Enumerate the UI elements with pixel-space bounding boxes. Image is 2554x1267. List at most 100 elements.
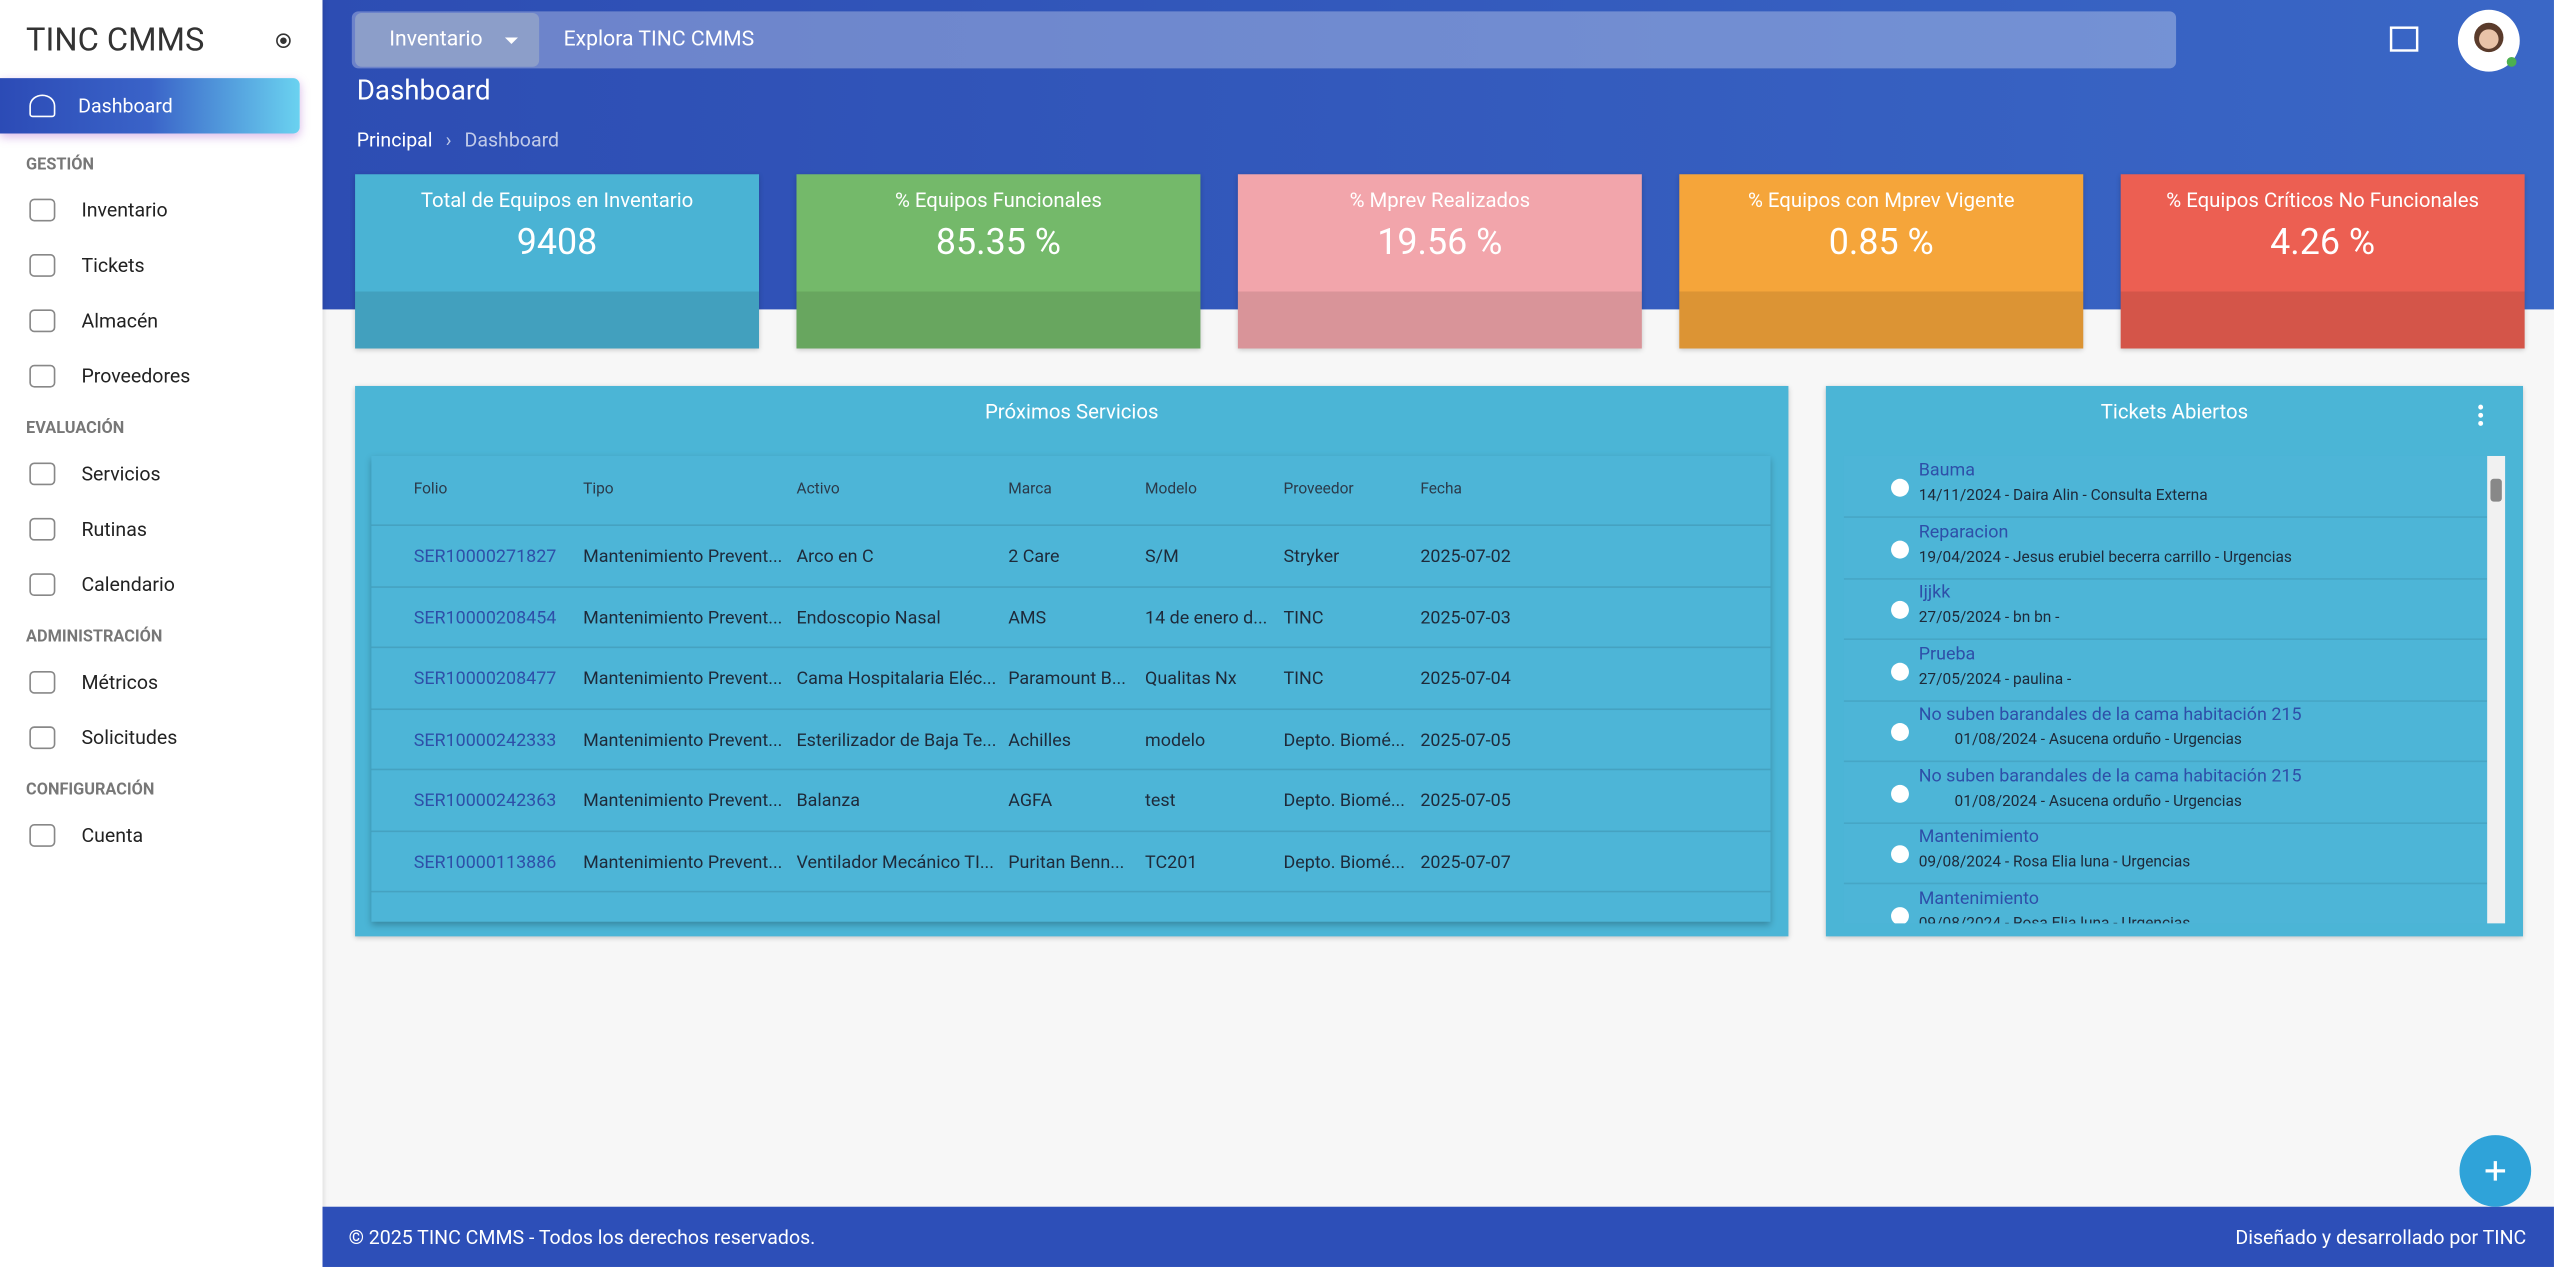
stat-card: % Equipos Funcionales 85.35 % <box>796 174 1201 349</box>
ticket-item[interactable]: Ijjkk 27/05/2024 - bn bn - <box>1843 578 2488 641</box>
scrollbar[interactable] <box>2487 455 2506 924</box>
row-divider <box>371 890 1771 893</box>
section-title: EVALUACIÓN <box>26 420 125 439</box>
folio-link[interactable]: SER10000208477 <box>413 667 557 689</box>
ticket-meta: 27/05/2024 - bn bn - <box>1918 609 2060 627</box>
cell: Stryker <box>1283 545 1340 567</box>
nav-item-active[interactable]: Dashboard <box>0 78 300 134</box>
icon <box>29 824 56 847</box>
cell: Balanza <box>796 789 861 811</box>
nav-item[interactable]: Inventario <box>0 186 323 235</box>
stat-label: % Equipos Funcionales <box>894 188 1102 214</box>
ticket-title: Mantenimiento <box>1918 886 2040 908</box>
stat-value: 85.35 % <box>935 223 1062 264</box>
avatar[interactable] <box>2456 8 2521 73</box>
row-divider <box>371 524 1771 527</box>
nav-label: Almacén <box>81 309 159 333</box>
breadcrumb-item[interactable]: Principal <box>356 128 433 152</box>
folio-link[interactable]: SER10000242363 <box>413 789 557 811</box>
row-divider <box>371 646 1771 649</box>
section-title: GESTIÓN <box>26 156 94 175</box>
add-button[interactable] <box>2456 1133 2534 1211</box>
folio-link[interactable]: SER10000208454 <box>413 606 557 628</box>
services-panel: Próximos Servicios Folio Tipo Activo Marca M… <box>355 385 1789 937</box>
row-divider <box>371 585 1771 588</box>
ticket-item[interactable]: Mantenimiento 09/08/2024 - Rosa Elia luna… <box>1844 883 2487 924</box>
ticket-title: Prueba <box>1918 642 1976 664</box>
ticket-item[interactable]: Reparacion 19/04/2024 - Jesus erubiel bec… <box>1843 517 2488 579</box>
ticket-status <box>1891 784 1909 803</box>
cell: Achilles <box>1008 728 1071 750</box>
ticket-status <box>1891 539 1909 558</box>
nav-item[interactable]: Almacén <box>0 296 323 345</box>
pin-toggle[interactable] <box>275 33 291 49</box>
nav-item[interactable]: Cuenta <box>0 811 323 860</box>
cell: 2025-07-07 <box>1420 850 1511 873</box>
stat-card: % Equipos Críticos No Funcionales 4.26 % <box>2120 174 2525 349</box>
cell: 2 Care <box>1008 545 1060 567</box>
cell: Mantenimiento Prevent... <box>583 789 783 811</box>
cell: Mantenimiento Prevent... <box>583 606 783 628</box>
search-dropdown[interactable]: Inventario <box>355 13 540 67</box>
scroll-thumb[interactable] <box>2490 478 2502 502</box>
column-header: Modelo <box>1145 480 1197 499</box>
ticket-title: Ijjkk <box>1918 581 1951 603</box>
nav-label: Dashboard <box>78 94 173 118</box>
nav-item[interactable]: Métricos <box>0 658 323 707</box>
cell: 2025-07-04 <box>1420 667 1511 689</box>
column-header: Folio <box>413 480 448 499</box>
ticket-item[interactable]: No suben barandales de la cama habitació… <box>1843 761 2488 824</box>
cell: Depto. Biomé... <box>1283 789 1406 811</box>
cell: Puritan Benn... <box>1008 850 1125 873</box>
nav-label: Servicios <box>81 462 161 486</box>
cell: 14 de enero d... <box>1145 606 1268 628</box>
ticket-meta: 01/08/2024 - Asucena orduño - Urgencias <box>1954 731 2242 750</box>
folio-link[interactable]: SER10000271827 <box>413 545 557 567</box>
fullscreen-button[interactable] <box>2389 26 2419 52</box>
ticket-status <box>1891 906 1909 924</box>
nav-item[interactable]: Servicios <box>0 449 323 498</box>
icon <box>29 517 56 541</box>
nav-label: Inventario <box>81 198 168 222</box>
footer-right: Diseñado y desarrollado por TINC <box>2235 1226 2527 1250</box>
ticket-item[interactable]: No suben barandales de la cama habitació… <box>1843 700 2488 763</box>
stat-label: % Equipos Críticos No Funcionales <box>2166 188 2480 214</box>
nav-item[interactable]: Rutinas <box>0 505 323 554</box>
footer-left: © 2025 TINC CMMS - Todos los derechos re… <box>348 1226 816 1250</box>
nav-item[interactable]: Solicitudes <box>0 713 323 762</box>
column-header: Tipo <box>583 480 614 499</box>
stat-card: % Equipos con Mprev Vigente 0.85 % <box>1679 174 2084 349</box>
ticket-title: Reparacion <box>1918 520 2009 542</box>
stat-footer <box>2120 291 2525 349</box>
cell: S/M <box>1145 545 1179 567</box>
search-bar[interactable] <box>351 11 2177 69</box>
ticket-item[interactable]: Prueba 27/05/2024 - paulina - <box>1843 639 2488 702</box>
stat-card: % Mprev Realizados 19.56 % <box>1237 174 1642 349</box>
breadcrumb-item: Dashboard <box>464 128 560 152</box>
cell: modelo <box>1145 728 1206 750</box>
ticket-title: Mantenimiento <box>1918 825 2040 847</box>
folio-link[interactable]: SER10000242333 <box>413 728 557 750</box>
cell: 2025-07-02 <box>1420 545 1511 567</box>
folio-link[interactable]: SER10000113886 <box>413 850 557 873</box>
icon <box>29 364 56 388</box>
nav-item[interactable]: Tickets <box>0 241 323 290</box>
cell: Paramount B... <box>1008 667 1127 689</box>
sidebar: TINC CMMS Dashboard GESTIÓN Inventario Tic… <box>0 0 323 1267</box>
cell: Mantenimiento Prevent... <box>583 545 783 567</box>
ticket-item[interactable]: Mantenimiento 09/08/2024 - Rosa Elia luna… <box>1843 822 2488 885</box>
menu-button[interactable] <box>2476 404 2486 427</box>
cell: AGFA <box>1008 789 1053 811</box>
ticket-item[interactable]: Bauma 14/11/2024 - Daira Alin - Consulta … <box>1843 456 2488 518</box>
cell: Ventilador Mecánico TI... <box>796 850 995 873</box>
ticket-meta: 14/11/2024 - Daira Alin - Consulta Exter… <box>1918 486 2208 505</box>
nav-item[interactable]: Calendario <box>0 560 323 609</box>
ticket-title: No suben barandales de la cama habitació… <box>1918 764 2302 786</box>
nav-item[interactable]: Proveedores <box>0 352 323 401</box>
ticket-status <box>1891 600 1909 619</box>
cell: Cama Hospitalaria Eléc... <box>796 667 997 689</box>
stat-value: 4.26 % <box>2270 223 2376 264</box>
icon <box>29 573 56 597</box>
column-header: Activo <box>796 480 840 499</box>
